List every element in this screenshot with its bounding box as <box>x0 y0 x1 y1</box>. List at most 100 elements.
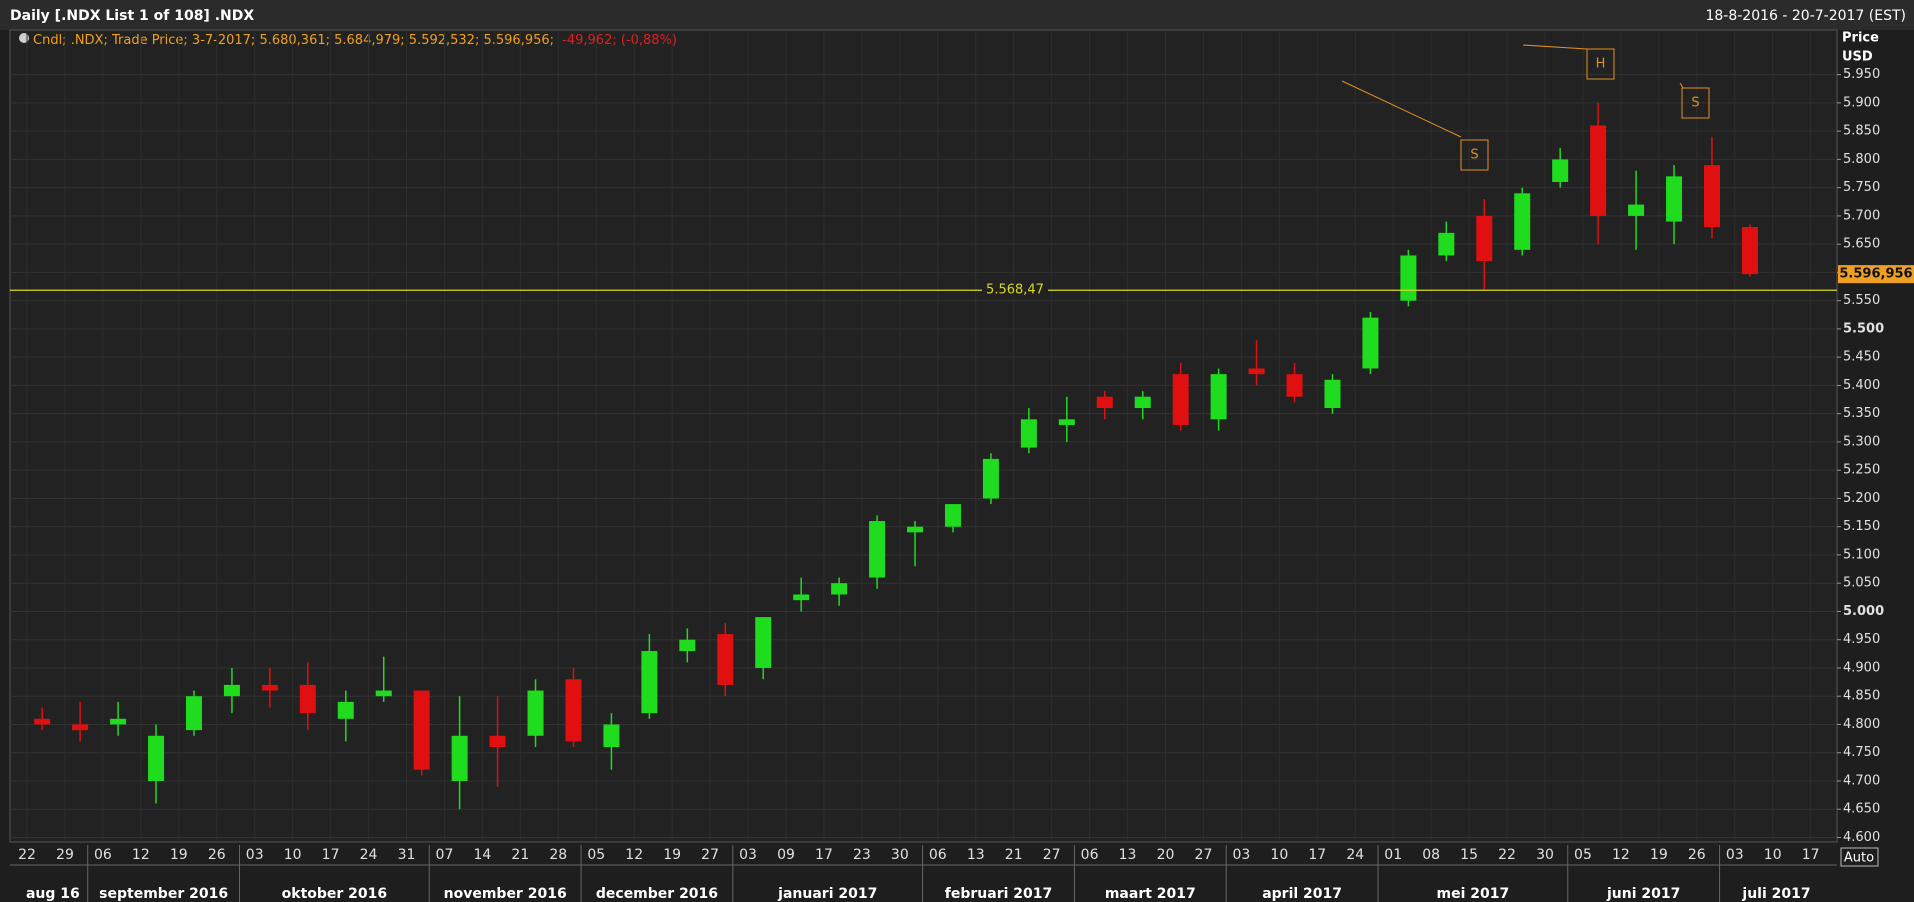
auto-label[interactable]: Auto <box>1844 851 1874 866</box>
candle-body <box>717 634 734 685</box>
candle-body <box>1476 215 1493 262</box>
x-tick-label: 09 <box>777 847 795 863</box>
month-label: mei 2017 <box>1437 886 1510 902</box>
x-tick-label: 23 <box>853 847 871 863</box>
month-label: juni 2017 <box>1606 886 1680 902</box>
annotation-box <box>1681 87 1710 119</box>
y-tick-label: 4.800 <box>1843 717 1880 732</box>
x-tick-label: 03 <box>1232 847 1250 863</box>
candle-body <box>261 684 278 691</box>
candle-body <box>1666 176 1683 222</box>
x-tick-label: 10 <box>1764 847 1782 863</box>
legend-text: Cndl; .NDX; Trade Price; 3-7-2017; 5.680… <box>33 33 554 48</box>
x-tick-label: 03 <box>246 847 264 863</box>
y-tick-label: 4.650 <box>1843 802 1880 817</box>
y-tick-label: 5.500 <box>1843 321 1884 336</box>
annotation-box <box>1460 139 1489 171</box>
candle-body <box>337 701 354 719</box>
x-tick-label: 15 <box>1460 847 1478 863</box>
chart-title: Daily [.NDX List 1 of 108] .NDX <box>10 8 254 24</box>
x-tick-label: 21 <box>1005 847 1023 863</box>
month-label: aug 16 <box>26 886 80 902</box>
y-tick-label: 4.900 <box>1843 660 1880 675</box>
x-tick-label: 27 <box>701 847 719 863</box>
x-tick-label: 10 <box>1270 847 1288 863</box>
x-tick-label: 06 <box>94 847 112 863</box>
x-tick-label: 01 <box>1384 847 1402 863</box>
x-tick-label: 30 <box>891 847 909 863</box>
candle-body <box>1248 368 1265 375</box>
candle-body <box>1210 374 1227 420</box>
y-tick-label: 5.450 <box>1843 350 1880 365</box>
y-tick-label: 5.750 <box>1843 180 1880 195</box>
candle-body <box>1590 125 1607 216</box>
candle-body <box>869 521 886 578</box>
candle-body <box>1058 419 1075 425</box>
x-tick-label: 06 <box>929 847 947 863</box>
candle-body <box>679 639 696 652</box>
month-label: november 2016 <box>444 886 567 902</box>
y-tick-label: 4.600 <box>1843 830 1880 845</box>
x-tick-label: 29 <box>56 847 74 863</box>
y-tick-label: 5.200 <box>1843 491 1880 506</box>
support-label-bg <box>982 282 1048 299</box>
candle-body <box>34 718 51 725</box>
y-tick-label: 5.550 <box>1843 293 1880 308</box>
x-tick-label: 19 <box>663 847 681 863</box>
y-axis-title: Price <box>1842 31 1879 46</box>
candle-body <box>755 617 772 668</box>
y-tick-label: 4.750 <box>1843 745 1880 760</box>
candle-body <box>489 735 506 748</box>
y-tick-label: 5.350 <box>1843 406 1880 421</box>
candle-body <box>1324 379 1341 409</box>
candle-body <box>110 718 127 725</box>
x-tick-label: 12 <box>1612 847 1630 863</box>
candle-body <box>185 696 202 731</box>
x-tick-label: 19 <box>170 847 188 863</box>
y-tick-label: 5.800 <box>1843 152 1880 167</box>
date-range: 18-8-2016 - 20-7-2017 (EST) <box>1705 8 1906 24</box>
candle-body <box>1286 374 1303 397</box>
last-price-box <box>1838 265 1914 284</box>
candle-body <box>641 651 658 714</box>
x-tick-label: 08 <box>1422 847 1440 863</box>
x-tick-label: 10 <box>284 847 302 863</box>
y-tick-label: 5.300 <box>1843 434 1880 449</box>
y-tick-label: 5.400 <box>1843 378 1880 393</box>
y-tick-label: 5.650 <box>1843 237 1880 252</box>
y-tick-label: 4.700 <box>1843 773 1880 788</box>
annotation-box <box>1586 48 1615 80</box>
x-tick-label: 12 <box>625 847 643 863</box>
candle-body <box>527 690 544 736</box>
x-tick-label: 22 <box>18 847 36 863</box>
y-tick-label: 5.150 <box>1843 519 1880 534</box>
x-tick-label: 19 <box>1650 847 1668 863</box>
candle-body <box>1400 255 1417 301</box>
candle-body <box>413 690 430 770</box>
candle-body <box>1552 159 1569 183</box>
candle-body <box>1362 317 1379 369</box>
x-tick-label: 12 <box>132 847 150 863</box>
x-tick-label: 27 <box>1043 847 1061 863</box>
x-tick-label: 27 <box>1195 847 1213 863</box>
y-axis-unit: USD <box>1842 50 1873 65</box>
x-tick-label: 20 <box>1157 847 1175 863</box>
x-tick-label: 06 <box>1081 847 1099 863</box>
annotation-line <box>1341 80 1462 138</box>
candle-body <box>603 724 620 748</box>
x-tick-label: 17 <box>815 847 833 863</box>
y-tick-label: 4.850 <box>1843 689 1880 704</box>
auto-button[interactable] <box>1840 847 1879 867</box>
y-tick-label: 5.850 <box>1843 124 1880 139</box>
month-label: februari 2017 <box>945 886 1052 902</box>
candle-body <box>944 504 961 527</box>
annotation-line <box>1522 44 1588 50</box>
plot-area <box>9 29 1838 843</box>
x-tick-label: 05 <box>587 847 605 863</box>
candle-body <box>1703 165 1720 228</box>
x-tick-label: 24 <box>1346 847 1364 863</box>
candle-body <box>1514 193 1531 250</box>
x-tick-label: 22 <box>1498 847 1516 863</box>
month-label: september 2016 <box>99 886 228 902</box>
annotation-label: H <box>1596 57 1606 72</box>
